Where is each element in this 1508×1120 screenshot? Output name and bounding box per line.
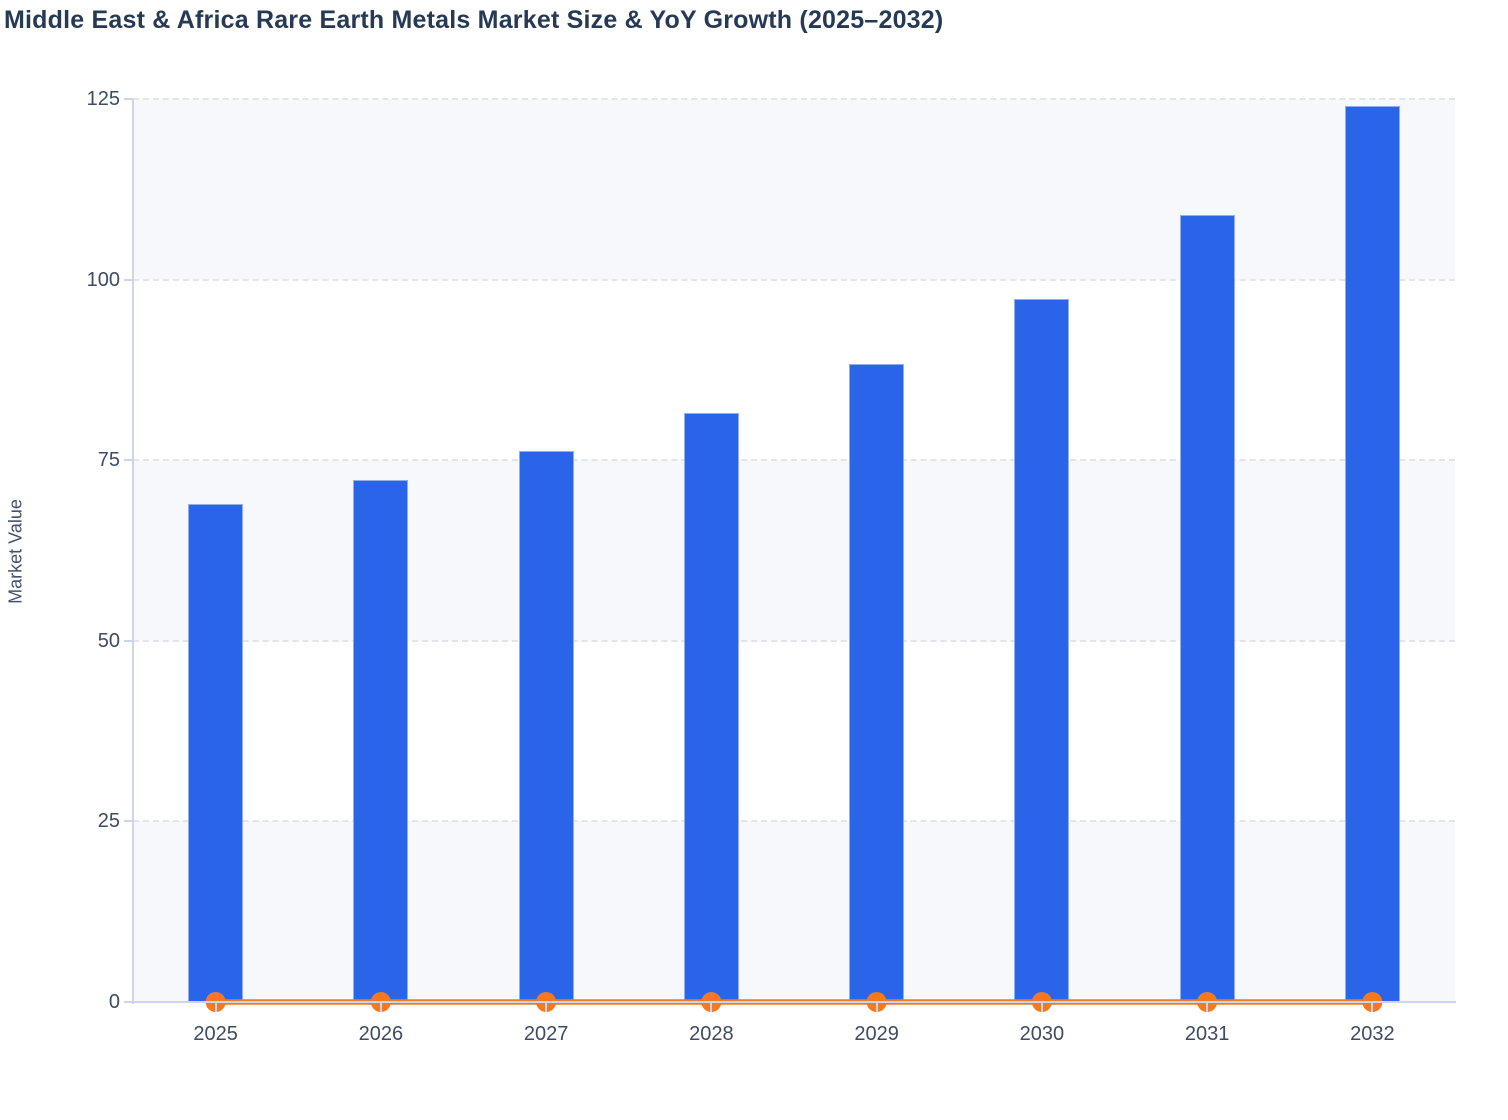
gridline-100 [133, 278, 1455, 281]
bar-2032[interactable] [1344, 106, 1400, 1002]
plot-area [133, 98, 1455, 1012]
y-tick-label-100: 100 [86, 268, 120, 291]
x-tick-mark-2027 [545, 1003, 548, 1012]
plot-band [133, 640, 1455, 822]
y-tick-label-0: 0 [108, 991, 120, 1013]
gridline-25 [133, 820, 1455, 823]
chart-title: Middle East & Africa Rare Earth Metals M… [4, 6, 944, 34]
x-tick-mark-2025 [214, 1003, 217, 1012]
x-tick-mark-2031 [1206, 1003, 1209, 1012]
x-tick-mark-2028 [710, 1003, 713, 1012]
y-tick-mark-75 [123, 459, 133, 462]
x-tick-mark-2026 [379, 1003, 382, 1012]
plot-band [133, 460, 1455, 641]
plot-band [133, 821, 1455, 1002]
plot-band [133, 99, 1455, 280]
bar-2025[interactable] [188, 503, 244, 1002]
plot-band [133, 279, 1455, 461]
y-tick-label-75: 75 [97, 449, 120, 472]
bar-2026[interactable] [353, 480, 409, 1002]
bar-2030[interactable] [1014, 299, 1070, 1002]
x-tick-label-2032: 2032 [1350, 1023, 1395, 1045]
x-tick-label-2030: 2030 [1019, 1023, 1065, 1045]
y-tick-label-25: 25 [97, 810, 120, 833]
gridline-50 [133, 639, 1455, 642]
y-axis-title: Market Value [5, 499, 26, 604]
x-tick-label-2028: 2028 [689, 1023, 734, 1045]
y-tick-mark-0 [123, 1001, 133, 1003]
x-tick-label-2029: 2029 [854, 1023, 899, 1045]
bar-2028[interactable] [683, 413, 739, 1002]
y-tick-mark-25 [123, 820, 133, 823]
y-axis-line [131, 99, 134, 1004]
x-tick-mark-2029 [875, 1003, 878, 1012]
x-tick-label-2026: 2026 [358, 1023, 404, 1045]
x-axis-line [131, 1001, 1456, 1003]
bar-2029[interactable] [849, 364, 905, 1002]
y-tick-label-50: 50 [97, 629, 120, 652]
bar-2031[interactable] [1179, 214, 1235, 1002]
x-tick-label-2031: 2031 [1184, 1023, 1230, 1045]
x-tick-label-2027: 2027 [523, 1023, 569, 1045]
y-tick-mark-125 [123, 98, 133, 100]
y-tick-mark-100 [123, 278, 133, 281]
x-tick-mark-2032 [1371, 1003, 1374, 1012]
y-tick-mark-50 [123, 639, 133, 642]
x-tick-mark-2030 [1040, 1003, 1043, 1012]
y-tick-label-125: 125 [86, 88, 120, 110]
bar-2027[interactable] [518, 450, 574, 1002]
x-tick-label-2025: 2025 [193, 1023, 238, 1045]
gridline-75 [133, 459, 1455, 462]
yoy-growth-line-layer [205, 992, 1383, 1012]
gridline-125 [133, 98, 1455, 100]
